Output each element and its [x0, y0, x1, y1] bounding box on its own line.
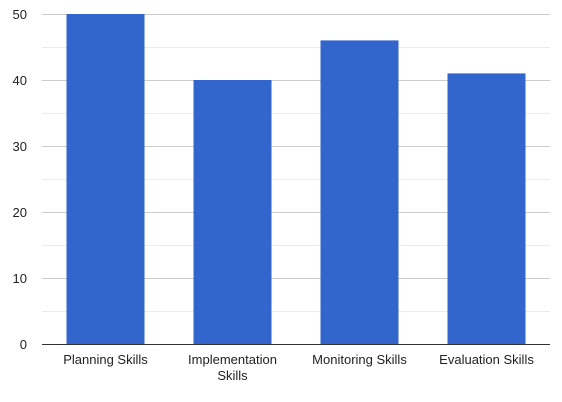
y-tick-label: 0	[20, 337, 27, 352]
x-tick-label-line: Skills	[217, 368, 248, 383]
x-tick-label: Implementation Skills	[188, 352, 277, 383]
y-tick-label: 20	[13, 205, 27, 220]
y-tick-label: 40	[13, 73, 27, 88]
bar[interactable]	[320, 40, 399, 345]
y-tick-label: 10	[13, 271, 27, 286]
x-tick-label-line: Monitoring Skills	[312, 352, 407, 367]
y-tick-label: 30	[13, 139, 27, 154]
bar[interactable]	[66, 14, 145, 344]
bars	[66, 14, 526, 345]
x-tick-label-line: Planning Skills	[63, 352, 148, 367]
y-axis-tick-labels: 0 10 20 30 40 50	[13, 7, 27, 352]
bar[interactable]	[193, 80, 272, 344]
x-axis-tick-labels: Planning Skills Implementation Skills Monit…	[63, 352, 534, 383]
x-tick-label-line: Evaluation Skills	[439, 352, 534, 367]
y-tick-label: 50	[13, 7, 27, 22]
bar[interactable]	[447, 73, 526, 345]
x-tick-label: Monitoring Skills	[312, 352, 407, 367]
x-tick-label: Evaluation Skills	[439, 352, 534, 367]
x-tick-label: Planning Skills	[63, 352, 148, 367]
x-tick-label-line: Implementation	[188, 352, 277, 367]
